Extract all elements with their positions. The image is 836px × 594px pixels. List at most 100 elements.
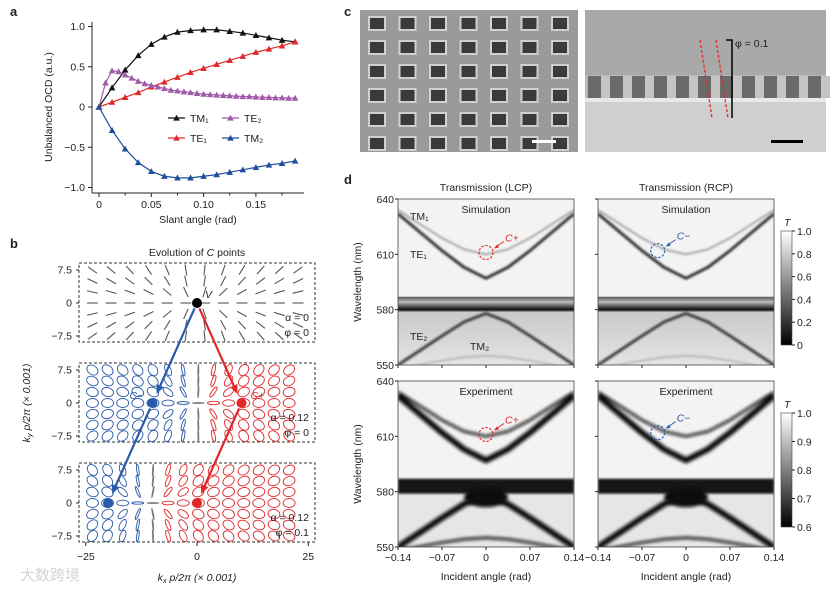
heatmap-0-1: Simulation C− Transmission (RCP) bbox=[595, 182, 775, 368]
polarization-line bbox=[86, 290, 98, 294]
polarization-ellipse bbox=[101, 408, 114, 420]
polarization-ellipse bbox=[197, 374, 200, 388]
polarization-line bbox=[255, 277, 266, 285]
mode-band bbox=[613, 355, 759, 365]
point-label: V bbox=[205, 289, 213, 301]
marker-arrow-head bbox=[665, 242, 671, 247]
heatmap-1-1: Experiment C− −0.14 −0.07 0 0.07 0.14 Incident … bbox=[585, 380, 784, 583]
data-point bbox=[213, 91, 220, 98]
mode-band bbox=[598, 212, 774, 280]
polarization-line bbox=[220, 319, 227, 331]
polarization-line bbox=[143, 289, 154, 295]
colorbar-0: T 1.0 0.8 0.6 0.4 0.2 0 bbox=[780, 217, 812, 352]
v-point bbox=[192, 298, 202, 308]
polarization-line bbox=[237, 276, 247, 286]
polarization-line bbox=[163, 320, 171, 330]
marker-arrow-head bbox=[494, 426, 499, 431]
colorbar-tick-label: 0 bbox=[797, 340, 803, 352]
polarization-ellipse bbox=[268, 364, 280, 376]
y-tick-label: 0 bbox=[79, 102, 85, 114]
data-point bbox=[246, 93, 253, 100]
polarization-ellipse bbox=[222, 475, 235, 487]
evolution-arrows bbox=[112, 308, 241, 494]
y-tick-label: −1.0 bbox=[64, 182, 85, 194]
colorbar-tick-label: 0.6 bbox=[797, 522, 812, 534]
polarization-line bbox=[125, 265, 134, 275]
polarization-ellipse bbox=[176, 401, 190, 405]
field-box-2: 7.5 0 −7.5 α = 0.12 φ = 0.1 bbox=[51, 462, 316, 543]
polarization-line bbox=[218, 309, 228, 319]
data-point bbox=[252, 48, 260, 55]
polarization-ellipse bbox=[163, 419, 173, 431]
polarization-line bbox=[145, 331, 152, 341]
x-axis-label: Slant angle (rad) bbox=[159, 214, 237, 226]
polarization-ellipse bbox=[176, 499, 190, 507]
series-line bbox=[98, 41, 296, 108]
polarization-ellipse bbox=[209, 408, 218, 420]
x-tick-label: −0.07 bbox=[629, 552, 656, 564]
arrow-head bbox=[156, 384, 164, 394]
polarization-ellipse bbox=[207, 530, 220, 542]
colorbar-tick-label: 0.9 bbox=[797, 437, 812, 449]
polarization-ellipse bbox=[237, 498, 251, 508]
c-point-marker bbox=[650, 425, 666, 441]
polarization-ellipse bbox=[135, 474, 140, 488]
lower-region bbox=[598, 309, 774, 365]
polarization-ellipse bbox=[282, 419, 296, 431]
data-point bbox=[265, 161, 273, 168]
legend-marker bbox=[227, 134, 234, 141]
y-tick-label: −7.5 bbox=[51, 531, 72, 543]
polarization-ellipse bbox=[132, 364, 144, 376]
data-point bbox=[148, 168, 155, 175]
polarization-ellipse bbox=[180, 429, 186, 443]
data-point bbox=[121, 94, 129, 100]
x-axis-label: Incident angle (rad) bbox=[641, 571, 731, 583]
polarization-line bbox=[203, 264, 206, 276]
y-tick-label: 640 bbox=[376, 194, 394, 206]
polarization-line bbox=[164, 330, 170, 342]
scale-bar bbox=[532, 140, 556, 143]
polarization-ellipse bbox=[207, 475, 220, 487]
phi-label: φ = 0 bbox=[284, 427, 309, 439]
legend-label: TM₂ bbox=[244, 133, 263, 145]
y-tick-label: 7.5 bbox=[57, 265, 72, 277]
polarization-ellipse bbox=[131, 501, 145, 505]
gap bbox=[711, 76, 720, 98]
polarization-ellipse bbox=[116, 408, 130, 420]
marker-label: C− bbox=[677, 231, 691, 243]
polarization-ellipse bbox=[210, 363, 217, 377]
c_minus-point bbox=[147, 398, 158, 408]
polarization-ellipse bbox=[164, 518, 172, 532]
mode-band bbox=[398, 311, 574, 365]
polarization-ellipse bbox=[282, 486, 296, 498]
polarization-ellipse bbox=[86, 364, 99, 376]
data-point bbox=[252, 93, 260, 100]
arrow-line bbox=[158, 308, 196, 389]
legend-marker bbox=[173, 134, 180, 141]
colorbar-tick-label: 0.8 bbox=[797, 249, 812, 261]
polarization-ellipse bbox=[101, 519, 114, 531]
data-point bbox=[252, 32, 260, 38]
polarization-ellipse bbox=[283, 430, 296, 442]
flat-band bbox=[598, 296, 774, 312]
slant-guide-line bbox=[715, 39, 729, 119]
polarization-ellipse bbox=[252, 386, 266, 398]
c-point-marker bbox=[650, 243, 666, 259]
polarization-ellipse bbox=[222, 486, 235, 498]
row-label: Simulation bbox=[661, 204, 710, 216]
gap bbox=[601, 76, 610, 98]
y-tick-label: 580 bbox=[376, 305, 394, 317]
mode-band bbox=[598, 391, 774, 438]
polarization-line bbox=[274, 331, 284, 341]
gap bbox=[799, 76, 808, 98]
field-box-0: 7.5 0 −7.5 α = 0 φ = 0 V bbox=[51, 262, 316, 343]
colorbar-tick-label: 0.7 bbox=[797, 494, 812, 506]
polarization-ellipse bbox=[151, 507, 155, 521]
mode-label: TM₂ bbox=[470, 341, 489, 353]
data-point bbox=[134, 159, 142, 166]
polarization-ellipse bbox=[134, 485, 141, 499]
y-tick-label: −7.5 bbox=[51, 331, 72, 343]
polarization-ellipse bbox=[197, 418, 200, 432]
panel-label-c: c bbox=[344, 4, 351, 19]
colorbar-tick-label: 1.0 bbox=[797, 408, 812, 420]
